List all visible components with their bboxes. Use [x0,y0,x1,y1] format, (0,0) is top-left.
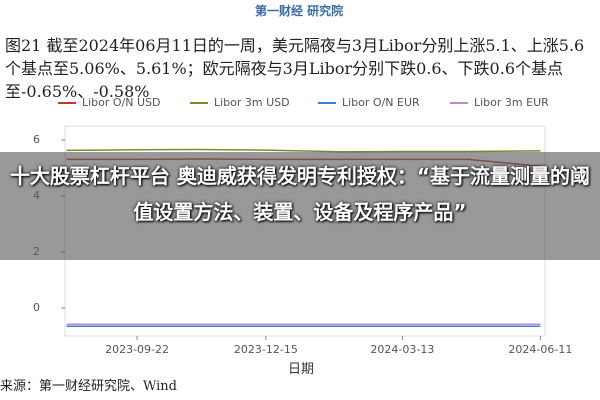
legend-label: Libor 3m USD [214,96,290,109]
x-tick-label: 2024-06-11 [508,343,572,356]
legend-label: Libor 3m EUR [474,96,549,109]
overlay-text: 十大股票杠杆平台 奥迪威获得发明专利授权：“基于流量测量的阈值设置方法、装置、设… [9,164,591,224]
x-tick-label: 2024-03-13 [370,343,434,356]
x-axis-label: 日期 [288,362,315,377]
chart-title: 图21 截至2024年06月11日的一周，美元隔夜与3月Libor分别上涨5.1… [5,36,585,101]
x-tick-label: 2023-09-22 [105,343,169,356]
overlay-banner [0,152,600,260]
y-tick-label: 0 [33,301,40,314]
source: 来源：第一财经研究院、Wind [0,379,177,394]
legend-label: Libor O/N USD [82,96,161,109]
series-line [66,148,541,153]
y-tick-label: 6 [33,133,40,146]
legend-label: Libor O/N EUR [342,96,420,109]
watermark: 第一财经 研究院 [255,4,344,18]
x-tick-label: 2023-12-15 [234,343,298,356]
